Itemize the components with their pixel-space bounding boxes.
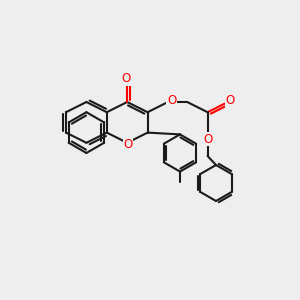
Text: O: O <box>124 138 133 151</box>
Text: O: O <box>122 72 131 86</box>
Text: O: O <box>167 94 176 107</box>
Text: O: O <box>203 133 212 146</box>
Text: O: O <box>226 94 235 107</box>
